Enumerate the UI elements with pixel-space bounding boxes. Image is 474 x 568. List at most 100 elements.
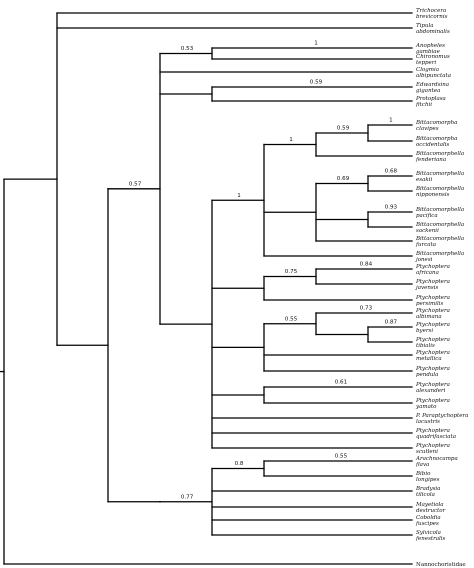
taxon-label-line: Trichocera — [416, 8, 446, 14]
taxon-label-line: Coboldia — [416, 515, 441, 521]
taxon-label: Bittacomorphella jonesi — [415, 251, 464, 263]
taxon-label-line: Tipula — [416, 23, 434, 29]
taxon-label-line: Bittacomorphella — [415, 222, 464, 228]
taxon-label: Protoplasa fitchii — [415, 96, 446, 108]
support-value: 0.77 — [181, 494, 194, 500]
taxon-label-line: Ptychoptera — [415, 295, 450, 301]
taxon-label-line: tibialis — [416, 343, 435, 349]
taxon-label-line: Clogmia — [416, 67, 439, 73]
taxon-label-line: Ptychoptera — [415, 350, 450, 356]
taxon-label: Bittacomorphella fenderiana — [415, 151, 464, 163]
taxon-label-line: Bittacomorphella — [415, 186, 464, 192]
support-values: 1 0.59 1 0.59 0.68 0.93 0.69 1 0.84 0.75 0.87 0.73 0… — [129, 41, 398, 501]
taxon-label-line: Ptychoptera — [415, 398, 450, 404]
taxon-label-line: albimana — [416, 314, 442, 320]
taxon-label-line: Mayetiola — [415, 502, 444, 508]
taxon-label: Ptychoptera byersi — [415, 322, 450, 334]
taxon-label-line: Protoplasa — [415, 96, 446, 102]
taxon-label-line: occidentalis — [416, 142, 450, 148]
taxon-label: Ptychoptera africana — [415, 264, 450, 276]
taxon-label-line: Edwardsina — [415, 82, 449, 88]
taxon-label-line: tilicola — [416, 492, 435, 498]
taxon-label-line: Bittacomorphella — [415, 207, 464, 213]
taxon-label-line: Ptychoptera — [415, 308, 450, 314]
taxon-label-line: Ptychoptera — [415, 382, 450, 388]
taxon-label-line: pacifica — [416, 213, 438, 219]
support-value: 1 — [314, 41, 318, 47]
taxon-label-line: lacustris — [416, 419, 440, 425]
taxon-label-line: clavipes — [416, 126, 439, 132]
taxon-label-line: pendula — [416, 372, 438, 378]
taxon-label-line: destructor — [416, 508, 446, 514]
taxon-label-line: Bittacomorphella — [415, 151, 464, 157]
taxon-label-line: fenderiana — [415, 157, 446, 163]
taxon-label-line: gigantea — [416, 88, 440, 94]
support-value: 0.73 — [360, 306, 373, 312]
support-value: 0.61 — [335, 380, 348, 386]
support-value: 0.69 — [337, 176, 350, 182]
taxon-label-line: flava — [415, 462, 429, 468]
taxon-label-line: persimilis — [416, 301, 443, 307]
taxon-label-line: Nannochoristidae — [416, 562, 466, 568]
support-value: 0.53 — [181, 46, 194, 52]
taxon-label: Bradysia tilicola — [415, 486, 440, 498]
taxon-label: Ptychoptera persimilis — [415, 295, 450, 307]
taxon-label-line: Ptychoptera — [415, 428, 450, 434]
support-value: 0.68 — [385, 169, 398, 175]
taxon-label: Anopheles gambiae — [415, 43, 445, 55]
taxon-label-line: Bittacomorpha — [415, 136, 457, 142]
taxon-label-line: Ptychoptera — [415, 443, 450, 449]
taxon-label-line: abdominalis — [416, 29, 450, 35]
taxon-label-line: nipponensis — [416, 192, 450, 198]
taxon-label-line: africana — [416, 270, 439, 276]
taxon-label: Ptychoptera quadrifasciata — [415, 428, 456, 440]
taxon-label: Bittacomorpha clavipes — [415, 120, 457, 132]
taxon-label: P. Paraptychoptera lacustris — [415, 413, 468, 425]
taxon-label: Mayetiola destructor — [415, 502, 446, 514]
taxon-label-line: esakii — [416, 177, 432, 183]
taxon-label: Ptychoptera javensis — [415, 279, 450, 291]
support-value: 0.55 — [335, 454, 348, 460]
taxon-label: Coboldia fuscipes — [415, 515, 441, 527]
taxon-label-line: Bittacomorphella — [415, 236, 464, 242]
taxon-label: Ptychoptera yamato — [415, 398, 450, 410]
taxon-label-line: fenestralis — [415, 536, 446, 542]
taxon-label-line: Ptychoptera — [415, 264, 450, 270]
taxon-label: Edwardsina gigantea — [415, 82, 449, 94]
taxon-label: Ptychoptera pendula — [415, 366, 450, 378]
taxon-label: Arachnocampa flava — [415, 456, 458, 468]
support-value: 1 — [237, 193, 241, 199]
taxon-label-line: gambiae — [416, 49, 441, 55]
taxon-label-line: Ptychoptera — [415, 322, 450, 328]
taxon-label-line: yamato — [415, 404, 437, 410]
taxon-labels: Trichocera brevicornis Tipula abdominalis An… — [415, 8, 468, 568]
taxon-label-line: jonesi — [415, 257, 433, 263]
taxon-label-line: scutleni — [416, 449, 438, 455]
support-value: 0.87 — [385, 320, 398, 326]
taxon-label-line: Ptychoptera — [415, 279, 450, 285]
taxon-label: Ptychoptera alexanderi — [415, 382, 450, 394]
taxon-label: Ptychoptera tibialis — [415, 337, 450, 349]
taxon-label-line: brevicornis — [416, 14, 448, 20]
taxon-label: Bittacomorphella nipponensis — [415, 186, 464, 198]
taxon-label-line: Arachnocampa — [415, 456, 458, 462]
taxon-label-line: Chironomus — [416, 54, 450, 60]
support-value: 1 — [389, 118, 393, 124]
support-value: 0.84 — [360, 262, 373, 268]
support-value: 0.93 — [385, 205, 398, 211]
taxon-label: Ptychoptera scutleni — [415, 443, 450, 455]
taxon-label: Sylvicola fenestralis — [415, 530, 446, 542]
taxon-label: Ptychoptera metallica — [415, 350, 450, 362]
support-value: 1 — [289, 137, 293, 143]
taxon-label: Bittacomorphella pacifica — [415, 207, 464, 219]
taxon-label-line: P. Paraptychoptera — [415, 413, 468, 419]
taxon-label: Ptychoptera albimana — [415, 308, 450, 320]
taxon-label-line: albipunctata — [416, 73, 451, 79]
support-value: 0.59 — [337, 126, 350, 132]
tree-branches — [0, 12, 413, 565]
support-value: 0.55 — [285, 316, 298, 322]
taxon-label-line: Sylvicola — [416, 530, 441, 536]
taxon-label: Chironomus tepperi — [416, 54, 450, 66]
taxon-label-line: Ptychoptera — [415, 337, 450, 343]
